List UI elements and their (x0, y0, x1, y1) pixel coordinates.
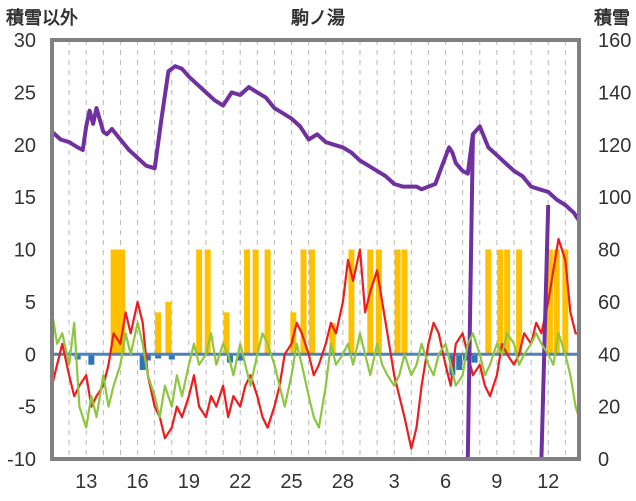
series-line (539, 204, 551, 460)
right-tick-label: 20 (598, 397, 620, 419)
series-line (50, 312, 581, 429)
bar (471, 354, 478, 363)
bar (485, 249, 492, 355)
x-tick-label: 9 (491, 471, 502, 493)
bar (367, 249, 374, 355)
x-tick-label: 6 (440, 471, 451, 493)
left-axis-title: 積雪以外 (5, 7, 78, 28)
bar (300, 249, 307, 355)
bar (504, 249, 511, 355)
bar (88, 354, 95, 365)
bar (196, 249, 203, 355)
bar (155, 312, 162, 355)
bar (237, 354, 244, 361)
left-tick-label: -10 (7, 449, 36, 471)
left-tick-label: 10 (14, 240, 36, 262)
bar (497, 249, 504, 355)
right-tick-label: 40 (598, 344, 620, 366)
x-tick-label: 22 (229, 471, 251, 493)
bar (309, 249, 316, 355)
left-tick-label: 15 (14, 187, 36, 209)
right-tick-label: 140 (598, 82, 631, 104)
series-lines (50, 64, 581, 460)
bar (252, 249, 259, 355)
bar (168, 354, 175, 360)
bar (144, 354, 151, 361)
bar (516, 249, 523, 355)
series-line (50, 64, 581, 222)
right-axis-ticks: 0 20 40 60 80 100 120 140 160 (598, 30, 631, 471)
x-tick-label: 25 (280, 471, 302, 493)
bar (401, 249, 408, 355)
bar (456, 354, 463, 370)
left-tick-label: 25 (14, 82, 36, 104)
series-line (50, 237, 579, 450)
left-tick-label: -5 (18, 397, 36, 419)
right-tick-label: 0 (598, 449, 609, 471)
right-tick-label: 100 (598, 187, 631, 209)
bar (394, 249, 401, 355)
right-tick-label: 60 (598, 292, 620, 314)
x-tick-label: 3 (389, 471, 400, 493)
bar (110, 249, 117, 355)
x-tick-label: 12 (537, 471, 559, 493)
bar (115, 249, 122, 355)
left-tick-label: 5 (25, 292, 36, 314)
bar (74, 354, 81, 360)
right-tick-label: 160 (598, 30, 631, 52)
x-tick-label: 19 (178, 471, 200, 493)
x-tick-label: 16 (126, 471, 148, 493)
left-tick-label: 20 (14, 135, 36, 157)
right-axis-title: 積雪 (593, 7, 630, 28)
bar (562, 249, 569, 355)
bar (375, 249, 382, 355)
bar (553, 249, 560, 355)
bar (244, 249, 251, 355)
right-tick-label: 80 (598, 240, 620, 262)
bar (165, 301, 172, 355)
bar (329, 322, 336, 355)
bar (155, 354, 162, 359)
x-axis-ticks: 13 16 19 22 25 28 3 6 9 12 (75, 471, 559, 493)
bar (119, 249, 126, 355)
right-tick-label: 120 (598, 135, 631, 157)
left-axis-ticks: -10 -5 0 5 10 15 20 25 30 (7, 30, 36, 471)
bar (546, 249, 553, 355)
chart-title: 駒ノ湯 (291, 7, 345, 28)
left-tick-label: 0 (25, 344, 36, 366)
bar (223, 312, 230, 355)
plot-frame (50, 38, 581, 461)
bar (139, 354, 146, 370)
left-tick-label: 30 (14, 30, 36, 52)
series-line (465, 134, 475, 460)
x-tick-label: 28 (332, 471, 354, 493)
bar (348, 249, 355, 355)
bar (264, 249, 271, 355)
bar (204, 249, 211, 355)
x-tick-label: 13 (75, 471, 97, 493)
